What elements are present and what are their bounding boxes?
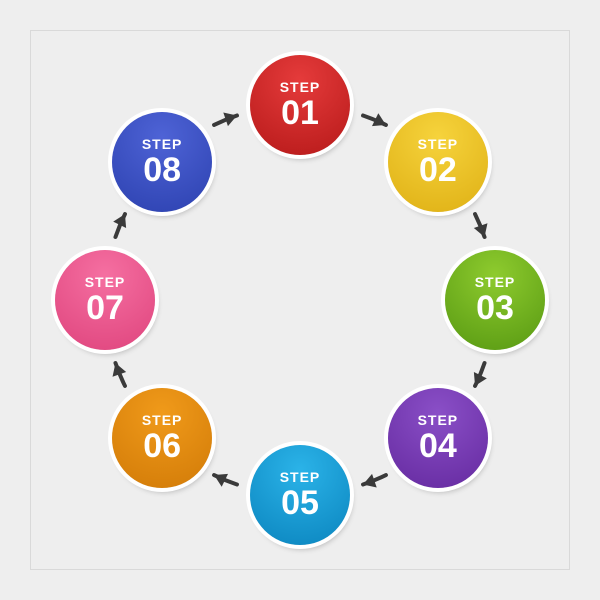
- step-number: 02: [419, 153, 457, 187]
- step-number: 07: [86, 291, 124, 325]
- step-number: 04: [419, 429, 457, 463]
- step-label: STEP: [142, 137, 183, 151]
- step-node-01: STEP 01: [250, 55, 350, 155]
- step-label: STEP: [142, 413, 183, 427]
- step-number: 08: [143, 153, 181, 187]
- diagram-stage: STEP01STEP02STEP03STEP04STEP05STEP06STEP…: [0, 0, 600, 600]
- step-node-02: STEP 02: [388, 112, 488, 212]
- step-number: 03: [476, 291, 514, 325]
- step-node-05: STEP 05: [250, 445, 350, 545]
- step-label: STEP: [475, 275, 516, 289]
- step-number: 01: [281, 96, 319, 130]
- step-number: 05: [281, 486, 319, 520]
- step-label: STEP: [418, 413, 459, 427]
- step-number: 06: [143, 429, 181, 463]
- step-label: STEP: [280, 80, 321, 94]
- step-label: STEP: [85, 275, 126, 289]
- step-label: STEP: [280, 470, 321, 484]
- step-node-07: STEP 07: [55, 250, 155, 350]
- step-node-08: STEP 08: [112, 112, 212, 212]
- step-label: STEP: [418, 137, 459, 151]
- step-node-03: STEP 03: [445, 250, 545, 350]
- step-node-06: STEP 06: [112, 388, 212, 488]
- step-node-04: STEP 04: [388, 388, 488, 488]
